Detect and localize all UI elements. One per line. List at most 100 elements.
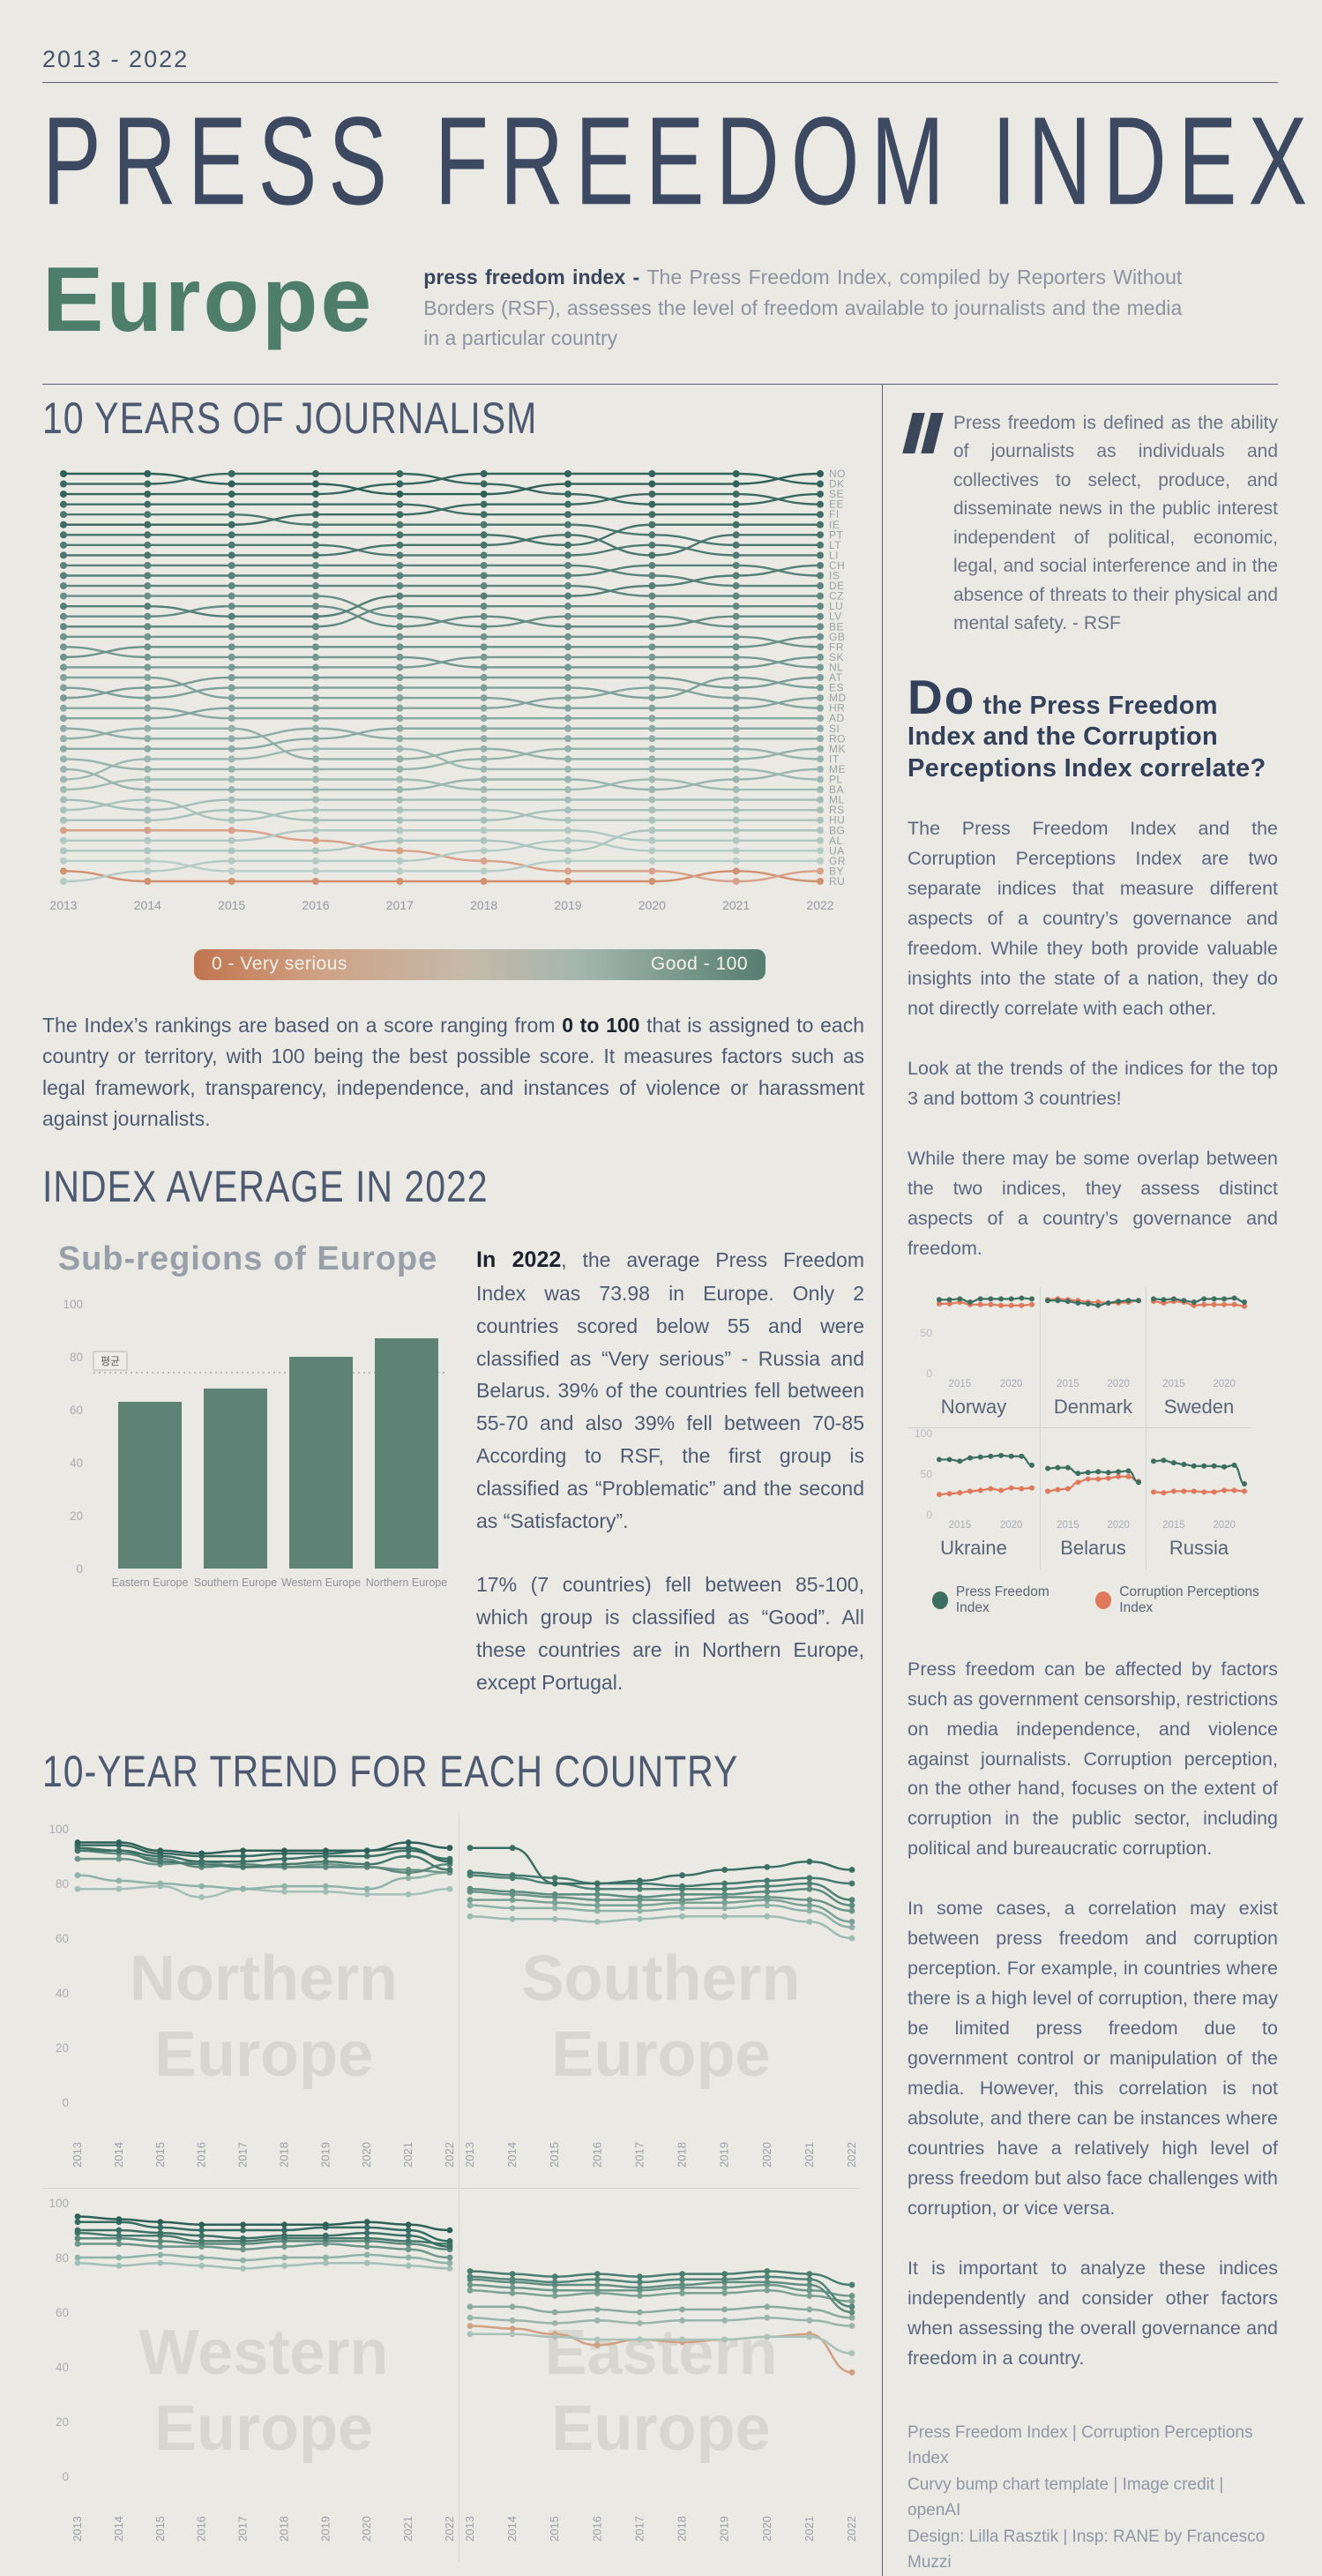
svg-text:2020: 2020: [1000, 1520, 1023, 1531]
avg-paragraph-1: In 2022, the average Press Freedom Index…: [476, 1247, 864, 1532]
svg-text:IT: IT: [829, 753, 840, 765]
correlate-paragraph-3: While there may be some overlap between …: [907, 1147, 1278, 1259]
svg-text:HU: HU: [829, 813, 845, 826]
svg-text:2013: 2013: [71, 2142, 84, 2168]
svg-text:GR: GR: [829, 854, 846, 866]
bar-chart-title: Sub-regions of Europe: [57, 1240, 438, 1278]
svg-text:SI: SI: [829, 722, 840, 734]
avg-paragraph-2: 17% (7 countries) fell between 85-100, w…: [476, 1573, 864, 1694]
section-title-trend: 10-YEAR TREND FOR EACH COUNTRY: [42, 1746, 739, 1796]
region-title: Europe: [42, 249, 375, 351]
svg-text:2016: 2016: [195, 2142, 208, 2168]
subregions-bar-chart: 0 20 40 60 80 100 평균 Eastern Europe Southern Eur…: [63, 1298, 447, 1589]
svg-text:Eastern Europe: Eastern Europe: [112, 1576, 189, 1589]
quote-text: Press freedom is defined as the ability …: [953, 412, 1278, 634]
header-rule: [42, 82, 1278, 83]
svg-text:Western Europe: Western Europe: [281, 1576, 361, 1589]
svg-text:2015: 2015: [548, 2516, 561, 2542]
svg-text:100: 100: [915, 1428, 932, 1440]
discussion-paragraph-2: In some cases, a correlation may exist b…: [907, 1898, 1278, 2220]
svg-text:2019: 2019: [318, 2516, 332, 2542]
header: 2013 - 2022 PRESS FREEDOM INDEX Europe p…: [42, 46, 1307, 354]
mini-chart-denmark: 2015 2020 Denmark: [1040, 1286, 1146, 1427]
svg-text:2018: 2018: [277, 2142, 290, 2168]
right-column: Press freedom is defined as the ability …: [882, 384, 1278, 2576]
subregions-bar-block: Sub-regions of Europe 0 20 40 60 80 100 평균 East…: [42, 1230, 453, 1731]
average-2022-row: Sub-regions of Europe 0 20 40 60 80 100 평균 East…: [42, 1230, 864, 1731]
svg-text:2020: 2020: [1000, 1379, 1023, 1389]
svg-text:60: 60: [56, 2306, 69, 2319]
svg-text:Southern: Southern: [522, 1943, 801, 2014]
svg-text:PT: PT: [829, 528, 844, 541]
svg-text:HR: HR: [829, 701, 845, 714]
svg-text:2020: 2020: [760, 2516, 773, 2542]
svg-text:RS: RS: [829, 804, 845, 816]
legend-item-cpi: Corruption Perceptions Index: [1095, 1584, 1278, 1616]
svg-text:40: 40: [70, 1456, 83, 1470]
svg-text:AD: AD: [829, 712, 845, 724]
svg-text:20: 20: [56, 2041, 69, 2055]
svg-text:2015: 2015: [218, 898, 245, 912]
svg-text:MD: MD: [829, 692, 847, 704]
svg-text:0: 0: [926, 1367, 932, 1380]
mini-chart-legend: Press Freedom Index Corruption Perceptio…: [932, 1584, 1278, 1616]
correlation-question-heading: Do the Press Freedom Index and the Corru…: [907, 669, 1266, 783]
svg-text:2015: 2015: [153, 2516, 167, 2542]
svg-text:2013: 2013: [71, 2516, 84, 2542]
svg-text:SK: SK: [829, 650, 844, 663]
correlate-paragraph-2: Look at the trends of the indices for th…: [907, 1057, 1278, 1109]
svg-text:CZ: CZ: [829, 589, 844, 602]
svg-text:2015: 2015: [1057, 1520, 1079, 1531]
svg-text:60: 60: [70, 1404, 83, 1417]
svg-text:BY: BY: [829, 865, 844, 877]
svg-text:2017: 2017: [236, 2516, 250, 2542]
svg-text:RO: RO: [829, 732, 846, 745]
svg-text:50: 50: [921, 1468, 933, 1480]
svg-text:Southern Europe: Southern Europe: [194, 1576, 278, 1589]
svg-text:FR: FR: [829, 640, 844, 653]
svg-text:ES: ES: [829, 681, 844, 693]
svg-text:NL: NL: [829, 661, 843, 673]
trend-panel-southern: Southern Europe 2013 2014 2015 2016 2017 2018 20…: [459, 1814, 860, 2189]
svg-text:2013: 2013: [463, 2142, 476, 2168]
svg-text:CH: CH: [829, 558, 845, 571]
svg-text:2018: 2018: [676, 2516, 689, 2542]
svg-text:2017: 2017: [236, 2142, 250, 2168]
svg-text:2022: 2022: [845, 2516, 858, 2542]
svg-text:EE: EE: [829, 498, 844, 510]
svg-text:2021: 2021: [401, 2516, 415, 2542]
svg-text:LU: LU: [829, 600, 843, 612]
svg-text:RU: RU: [829, 875, 845, 887]
svg-text:2018: 2018: [470, 898, 497, 912]
svg-text:2015: 2015: [548, 2142, 561, 2168]
svg-text:GB: GB: [829, 630, 845, 642]
svg-text:2016: 2016: [195, 2516, 208, 2542]
svg-text:0: 0: [62, 2470, 69, 2483]
svg-text:2022: 2022: [443, 2142, 456, 2168]
bump-chart: NODKSEEEFIIEPTLTLICHISDECZLULVBEGBFRSKNL…: [49, 468, 847, 912]
svg-text:2018: 2018: [277, 2516, 290, 2542]
trend-panel-eastern: Eastern Europe 2013 2014 2015 2016 2017 2018 201…: [459, 2188, 860, 2562]
svg-text:2021: 2021: [722, 898, 750, 912]
svg-text:ME: ME: [829, 762, 846, 775]
mini-chart-ukraine: 100 50 0 2015 2020 Ukraine: [907, 1427, 1040, 1569]
svg-text:2014: 2014: [505, 2142, 519, 2168]
svg-text:2014: 2014: [505, 2516, 519, 2542]
section-title-average: INDEX AVERAGE IN 2022: [42, 1161, 489, 1211]
svg-text:2015: 2015: [949, 1520, 972, 1531]
credit-line-3: Design: Lilla Rasztik | Insp: RANE by Fr…: [907, 2527, 1266, 2572]
svg-text:Europe: Europe: [551, 2019, 770, 2090]
left-column: 10 YEARS OF JOURNALISM NO DK SE EE FI IE PT LT L…: [42, 385, 882, 2576]
definition-term: press freedom index -: [423, 266, 647, 288]
svg-text:Northern Europe: Northern Europe: [366, 1576, 447, 1589]
svg-text:LI: LI: [829, 549, 839, 561]
index-intro-paragraph: The Index’s rankings are based on a scor…: [42, 1013, 864, 1131]
svg-text:2020: 2020: [1213, 1379, 1236, 1389]
svg-text:2013: 2013: [49, 898, 77, 912]
svg-text:2020: 2020: [1107, 1520, 1130, 1531]
svg-text:2014: 2014: [112, 2142, 125, 2168]
svg-text:NO: NO: [829, 468, 846, 480]
svg-text:AT: AT: [829, 671, 843, 684]
svg-text:평균: 평균: [101, 1355, 120, 1367]
subheader: Europe press freedom index - The Press F…: [42, 249, 1278, 354]
